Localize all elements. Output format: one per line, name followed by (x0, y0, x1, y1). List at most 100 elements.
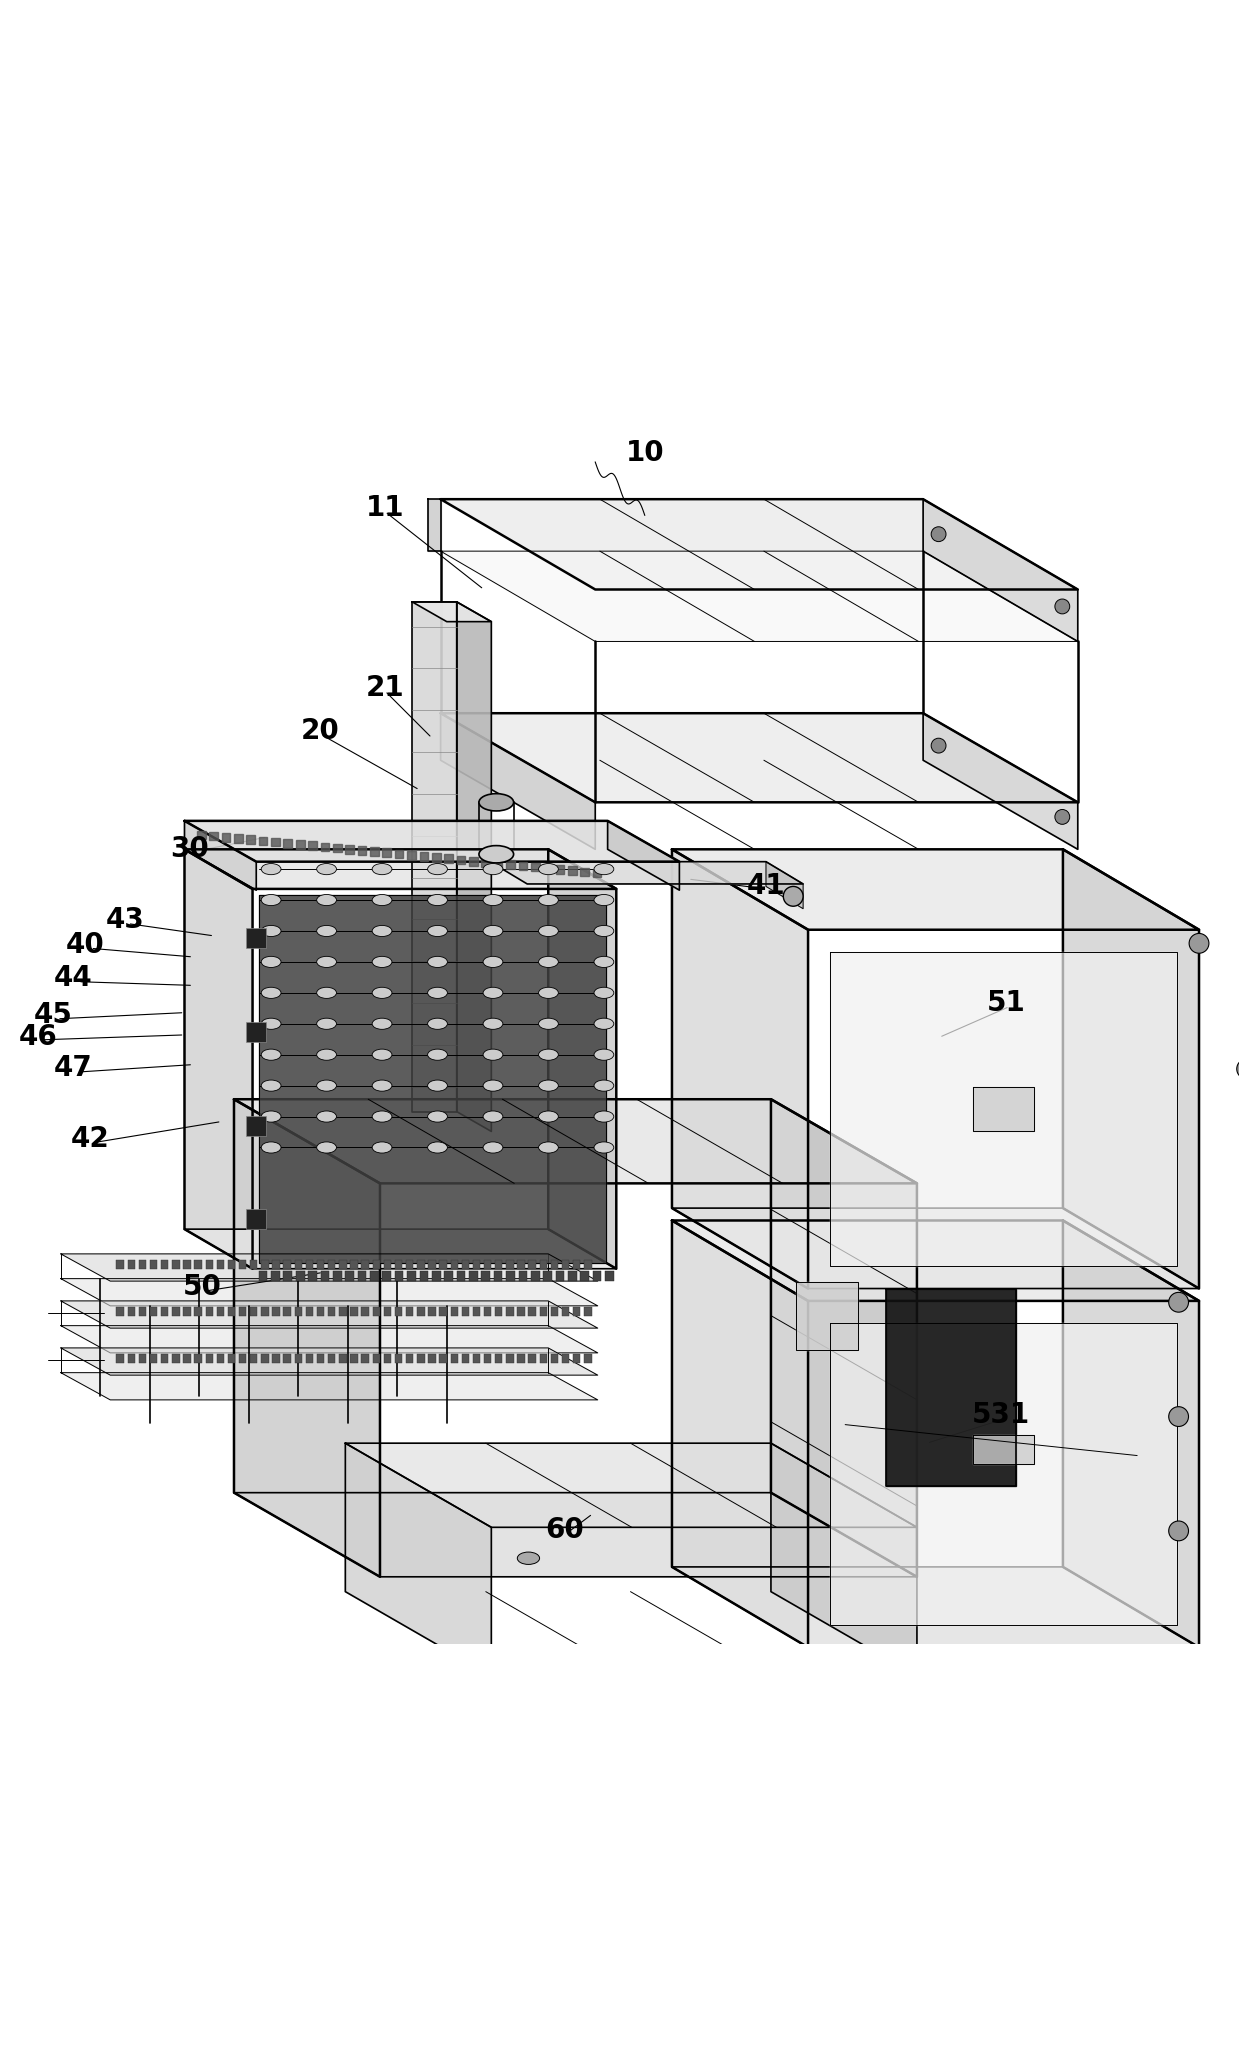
Polygon shape (440, 551, 1078, 642)
Polygon shape (61, 1255, 598, 1281)
Bar (217, 1355, 224, 1363)
Bar (383, 1261, 391, 1269)
Circle shape (931, 527, 946, 541)
Bar (432, 853, 440, 861)
Polygon shape (831, 951, 1177, 1267)
Ellipse shape (372, 1050, 392, 1060)
Bar (161, 1261, 169, 1269)
Ellipse shape (484, 863, 503, 875)
Bar (539, 1261, 547, 1269)
Bar (568, 1271, 577, 1281)
Bar (309, 1271, 317, 1281)
Ellipse shape (594, 925, 614, 937)
Text: 44: 44 (53, 964, 93, 992)
Bar (543, 1271, 552, 1281)
Bar (428, 1308, 435, 1316)
Ellipse shape (484, 894, 503, 906)
Bar (250, 1308, 258, 1316)
Polygon shape (440, 713, 595, 849)
Ellipse shape (428, 1111, 448, 1121)
Ellipse shape (316, 988, 336, 998)
Bar (419, 853, 428, 861)
Bar (217, 1308, 224, 1316)
Bar (417, 1261, 424, 1269)
Text: 43: 43 (105, 906, 145, 935)
Ellipse shape (538, 894, 558, 906)
Bar (439, 1355, 446, 1363)
Bar (417, 1308, 424, 1316)
Ellipse shape (594, 1080, 614, 1091)
Bar (450, 1261, 458, 1269)
Bar (405, 1261, 413, 1269)
Bar (593, 869, 601, 877)
Ellipse shape (316, 957, 336, 968)
Ellipse shape (372, 988, 392, 998)
Ellipse shape (316, 863, 336, 875)
Bar (172, 1261, 180, 1269)
Text: 20: 20 (301, 718, 340, 744)
Bar (117, 1355, 124, 1363)
Ellipse shape (428, 957, 448, 968)
Bar (273, 1308, 280, 1316)
Ellipse shape (316, 1019, 336, 1029)
Bar (128, 1355, 135, 1363)
Ellipse shape (262, 1019, 281, 1029)
Bar (562, 1355, 569, 1363)
Ellipse shape (428, 1142, 448, 1152)
Text: 51: 51 (987, 988, 1025, 1017)
Bar (206, 1308, 213, 1316)
Bar (556, 865, 564, 873)
Polygon shape (234, 1492, 916, 1576)
Bar (317, 1355, 325, 1363)
Bar (528, 1261, 536, 1269)
Bar (580, 867, 589, 875)
Bar (361, 1355, 368, 1363)
Polygon shape (345, 1443, 491, 1675)
Text: 45: 45 (33, 1000, 73, 1029)
Polygon shape (796, 1283, 858, 1351)
Polygon shape (61, 1374, 598, 1400)
Text: 42: 42 (71, 1125, 110, 1152)
Ellipse shape (316, 1050, 336, 1060)
Bar (394, 1355, 402, 1363)
Bar (382, 1271, 391, 1281)
Ellipse shape (316, 894, 336, 906)
Bar (197, 830, 206, 838)
Bar (247, 1023, 267, 1041)
Bar (551, 1261, 558, 1269)
Bar (543, 863, 552, 873)
Ellipse shape (316, 1080, 336, 1091)
Bar (517, 1355, 525, 1363)
Ellipse shape (484, 1111, 503, 1121)
Bar (506, 1261, 513, 1269)
Bar (495, 1355, 502, 1363)
Bar (222, 832, 231, 843)
Bar (551, 1308, 558, 1316)
Bar (456, 1271, 465, 1281)
Bar (394, 1308, 402, 1316)
Polygon shape (412, 603, 491, 621)
Bar (518, 1271, 527, 1281)
Bar (506, 1308, 513, 1316)
Bar (272, 1271, 280, 1281)
Polygon shape (672, 1207, 1199, 1289)
Bar (469, 857, 477, 865)
Bar (484, 1308, 491, 1316)
Bar (370, 847, 378, 857)
Bar (531, 1271, 539, 1281)
Polygon shape (440, 500, 1078, 590)
Ellipse shape (316, 1111, 336, 1121)
Bar (139, 1308, 146, 1316)
Ellipse shape (479, 845, 513, 863)
Text: 40: 40 (66, 931, 105, 959)
Bar (556, 1271, 564, 1281)
Ellipse shape (594, 1050, 614, 1060)
Bar (551, 1355, 558, 1363)
Bar (259, 1271, 268, 1281)
Polygon shape (185, 820, 257, 890)
Bar (329, 1261, 336, 1269)
Bar (539, 1308, 547, 1316)
Ellipse shape (484, 1019, 503, 1029)
Bar (495, 1261, 502, 1269)
Bar (247, 1115, 267, 1136)
